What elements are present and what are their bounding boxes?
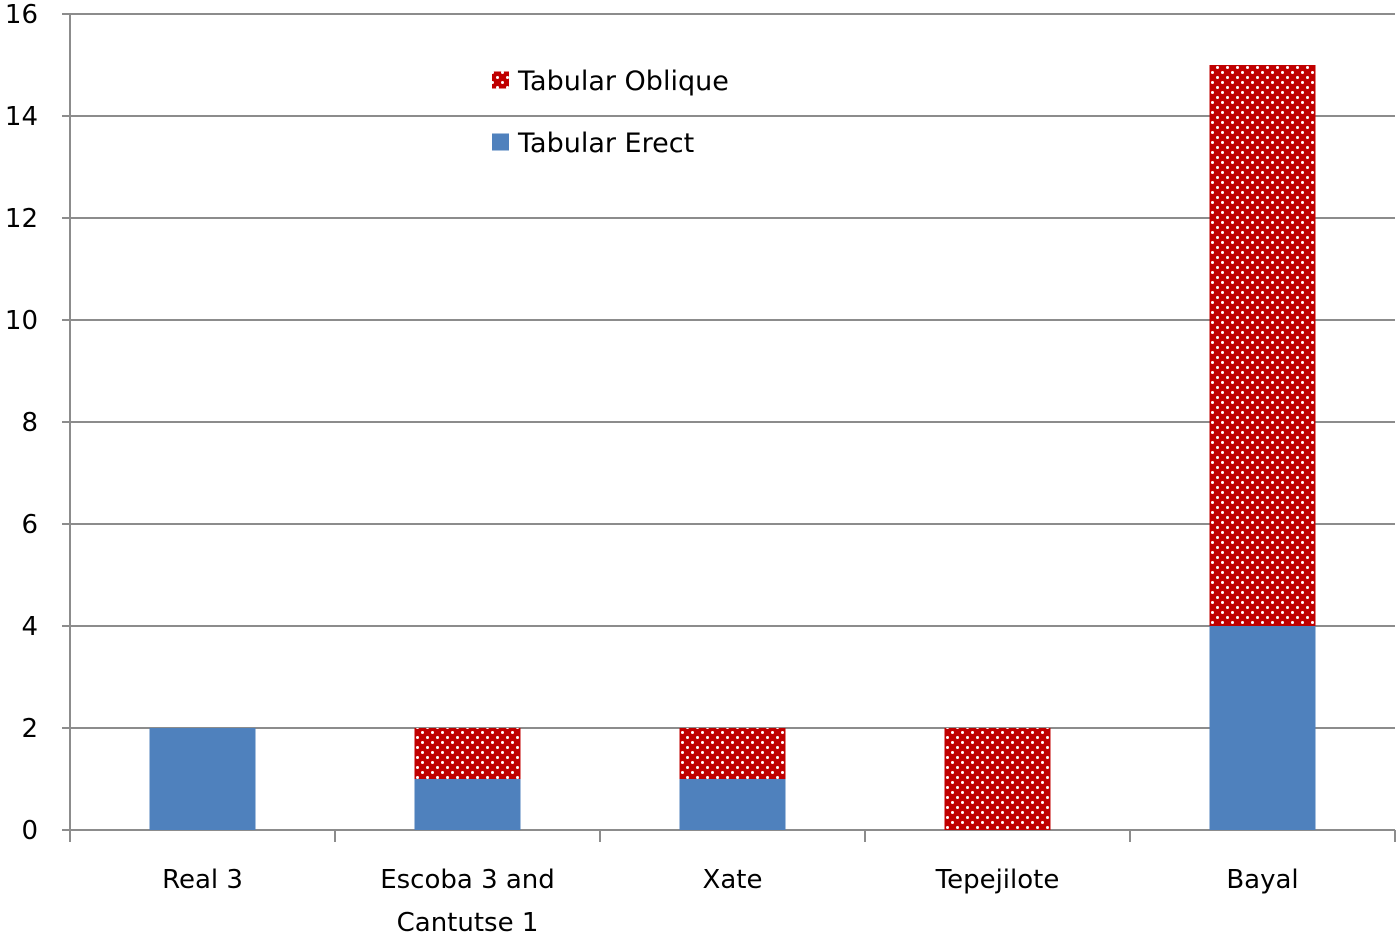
bar-tabular-erect-0 [149, 728, 256, 830]
x-tick-label: Xate [703, 865, 763, 895]
y-tick-label: 10 [5, 306, 38, 336]
x-tick-labels: Real 3 Escoba 3 and Cantutse 1 Xate Tepejilo… [162, 865, 1299, 938]
y-tick-label: 4 [21, 612, 38, 642]
y-tick-label: 0 [21, 816, 38, 846]
y-tick-label: 8 [21, 408, 38, 438]
x-tick-label: Tepejilote [935, 865, 1060, 895]
y-tick-label: 16 [5, 0, 38, 30]
y-tick-label: 12 [5, 204, 38, 234]
bars [149, 65, 1316, 830]
x-tick-label: Escoba 3 and Cantutse 1 [380, 865, 555, 936]
bar-tabular-erect-2 [679, 779, 786, 830]
axes [69, 14, 1396, 842]
bar-tabular-erect-1 [414, 779, 521, 830]
y-tick-label: 14 [5, 102, 38, 132]
grid-lines [62, 13, 1395, 831]
legend: Tabular Oblique Tabular Erect [492, 66, 729, 159]
legend-swatch-tabular-erect [492, 133, 509, 151]
y-tick-label: 2 [21, 714, 38, 744]
x-tick-label: Bayal [1226, 865, 1298, 895]
bar-tabular-oblique-2 [679, 728, 786, 779]
legend-label-tabular-erect: Tabular Erect [517, 128, 694, 159]
x-tick-label: Real 3 [162, 865, 243, 895]
bar-tabular-oblique-1 [414, 728, 521, 779]
y-tick-labels: 0 2 4 6 8 10 12 14 16 [5, 0, 38, 846]
bar-tabular-erect-4 [1209, 626, 1316, 830]
legend-label-tabular-oblique: Tabular Oblique [517, 66, 729, 97]
legend-swatch-tabular-oblique [492, 71, 509, 89]
y-tick-label: 6 [21, 510, 38, 540]
bar-tabular-oblique-3 [944, 728, 1051, 830]
bar-tabular-oblique-4 [1209, 65, 1316, 626]
